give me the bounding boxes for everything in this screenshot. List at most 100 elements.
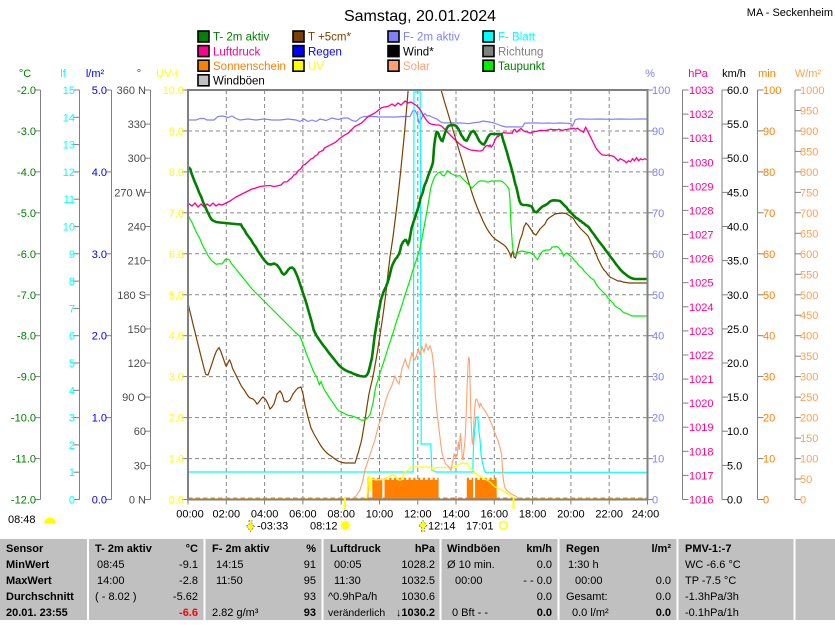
svg-text:70: 70 xyxy=(652,208,664,220)
svg-text:55.0: 55.0 xyxy=(727,119,748,131)
svg-text:hPa: hPa xyxy=(415,543,436,555)
svg-text:700: 700 xyxy=(800,208,818,220)
svg-text:1.0: 1.0 xyxy=(92,413,107,425)
svg-text:5.0: 5.0 xyxy=(169,290,184,302)
svg-text:91: 91 xyxy=(304,559,316,571)
svg-text:250: 250 xyxy=(800,392,818,404)
svg-text:10.0: 10.0 xyxy=(163,85,184,97)
svg-text:60: 60 xyxy=(763,249,775,261)
svg-text:0: 0 xyxy=(69,495,75,507)
svg-text:4: 4 xyxy=(69,385,75,397)
svg-text:-03:33: -03:33 xyxy=(257,521,288,533)
svg-text:Gesamt:: Gesamt: xyxy=(566,591,608,603)
svg-text:l/m²: l/m² xyxy=(86,68,105,80)
svg-text:80: 80 xyxy=(652,167,664,179)
svg-text:1029: 1029 xyxy=(689,181,713,193)
svg-text:6.0: 6.0 xyxy=(169,249,184,261)
svg-text:10.0: 10.0 xyxy=(727,426,748,438)
svg-text:1026: 1026 xyxy=(689,254,713,266)
svg-text:14:00: 14:00 xyxy=(442,509,470,521)
svg-text:22:00: 22:00 xyxy=(595,509,623,521)
svg-text:MA - Seckenheim: MA - Seckenheim xyxy=(747,7,833,19)
svg-text:15: 15 xyxy=(63,85,75,97)
svg-text:14:15: 14:15 xyxy=(216,559,244,571)
svg-text:02:00: 02:00 xyxy=(213,509,241,521)
svg-text:1025: 1025 xyxy=(689,278,713,290)
svg-text:4.0: 4.0 xyxy=(169,331,184,343)
svg-text:150: 150 xyxy=(800,433,818,445)
svg-text:5.0: 5.0 xyxy=(727,460,742,472)
svg-text:1016: 1016 xyxy=(689,495,713,507)
svg-text:7.0: 7.0 xyxy=(169,208,184,220)
svg-text:Regen: Regen xyxy=(566,543,600,555)
svg-text:0.0: 0.0 xyxy=(537,559,552,571)
svg-text:12: 12 xyxy=(63,167,75,179)
svg-text:veränderlich: veränderlich xyxy=(328,607,385,619)
svg-text:-7.0: -7.0 xyxy=(17,290,36,302)
svg-text:Taupunkt: Taupunkt xyxy=(498,61,545,73)
svg-text:10: 10 xyxy=(63,222,75,234)
svg-text:90: 90 xyxy=(763,126,775,138)
svg-text:500: 500 xyxy=(800,290,818,302)
svg-text:UV: UV xyxy=(308,61,324,73)
svg-text:100: 100 xyxy=(763,85,781,97)
svg-text:°: ° xyxy=(137,68,141,80)
svg-text:08:45: 08:45 xyxy=(97,559,125,571)
svg-text:-11.0: -11.0 xyxy=(12,454,36,466)
svg-text:1028: 1028 xyxy=(689,205,713,217)
svg-text:20:00: 20:00 xyxy=(557,509,585,521)
svg-text:150: 150 xyxy=(128,324,146,336)
svg-text:0.0 l/m²: 0.0 l/m² xyxy=(572,607,609,619)
svg-text:0: 0 xyxy=(652,495,658,507)
svg-text:Sonnenschein: Sonnenschein xyxy=(213,61,286,73)
svg-text:1.0: 1.0 xyxy=(169,454,184,466)
svg-text:2.0: 2.0 xyxy=(92,331,107,343)
svg-text:300: 300 xyxy=(128,153,146,165)
svg-text:1018: 1018 xyxy=(689,446,713,458)
svg-text:0.0: 0.0 xyxy=(169,495,184,507)
svg-text:T +5cm*: T +5cm* xyxy=(308,32,351,44)
svg-text:30: 30 xyxy=(134,460,146,472)
svg-text:00:00: 00:00 xyxy=(455,575,483,587)
svg-text:-9.1: -9.1 xyxy=(179,559,198,571)
svg-text:T- 2m aktiv: T- 2m aktiv xyxy=(213,32,269,44)
svg-text:04:00: 04:00 xyxy=(251,509,279,521)
svg-text:50.0: 50.0 xyxy=(727,153,748,165)
svg-text:F- Blatt: F- Blatt xyxy=(498,32,536,44)
svg-text:km/h: km/h xyxy=(526,543,552,555)
svg-text:F- 2m aktiv: F- 2m aktiv xyxy=(212,543,270,555)
svg-text:50: 50 xyxy=(800,474,812,486)
svg-text:17:01: 17:01 xyxy=(466,521,494,533)
svg-text:950: 950 xyxy=(800,106,818,118)
svg-text:0.0: 0.0 xyxy=(656,575,671,587)
svg-text:-5.62: -5.62 xyxy=(173,591,198,603)
svg-text:550: 550 xyxy=(800,269,818,281)
svg-text:Durchschnitt: Durchschnitt xyxy=(6,591,74,603)
svg-text:60: 60 xyxy=(652,249,664,261)
svg-text:750: 750 xyxy=(800,187,818,199)
svg-text:0 N: 0 N xyxy=(129,495,146,507)
svg-text:0: 0 xyxy=(763,495,769,507)
svg-text:650: 650 xyxy=(800,228,818,240)
svg-text:1024: 1024 xyxy=(689,302,713,314)
svg-text:0.0: 0.0 xyxy=(656,607,671,619)
svg-text:0.0: 0.0 xyxy=(727,495,742,507)
svg-text:08:48: 08:48 xyxy=(8,514,36,526)
svg-text:%: % xyxy=(645,68,655,80)
svg-text:6: 6 xyxy=(69,331,75,343)
svg-text:Windböen: Windböen xyxy=(447,543,500,555)
svg-text:25.0: 25.0 xyxy=(727,324,748,336)
svg-text:8: 8 xyxy=(69,276,75,288)
svg-text:40.0: 40.0 xyxy=(727,222,748,234)
svg-text:08:12: 08:12 xyxy=(310,521,338,533)
svg-text:1022: 1022 xyxy=(689,350,713,362)
svg-text:06:00: 06:00 xyxy=(289,509,317,521)
svg-text:-5.0: -5.0 xyxy=(17,208,36,220)
svg-text:0 Bft - -: 0 Bft - - xyxy=(452,607,488,619)
svg-text:40: 40 xyxy=(763,331,775,343)
svg-text:-12.0: -12.0 xyxy=(11,495,36,507)
svg-text:14:00: 14:00 xyxy=(97,575,125,587)
svg-text:15.0: 15.0 xyxy=(727,392,748,404)
svg-text:900: 900 xyxy=(800,126,818,138)
svg-text:-6.6: -6.6 xyxy=(179,607,198,619)
